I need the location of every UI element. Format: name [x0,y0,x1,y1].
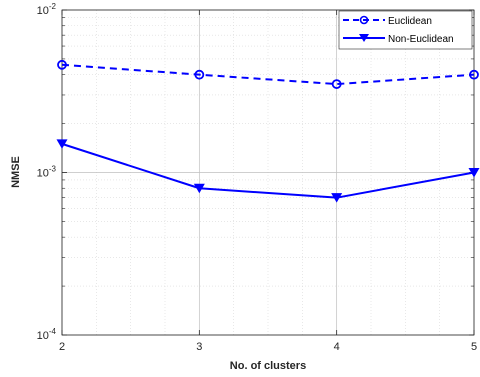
data-point-euclidean [469,69,479,80]
y-axis-label: NMSE [10,156,22,188]
y-tick-label: 10-3 [37,165,57,180]
data-point-non-euclidean [193,183,205,194]
x-tick-label: 3 [196,341,202,353]
legend-marker-non-euclidean [359,34,369,42]
legend: Euclidean Non-Euclidean [338,10,473,50]
y-tick-label: 10-4 [37,327,57,342]
data-point-euclidean [57,59,67,70]
series-layer [56,59,480,203]
x-tick-label: 2 [59,341,65,353]
y-tick-labels: 10-4 10-3 10-2 [37,2,57,342]
data-point-non-euclidean [331,193,343,203]
y-tick-label: 10-2 [37,2,57,17]
x-tick-labels: 2 3 4 5 [59,341,477,353]
x-axis-label: No. of clusters [230,360,306,372]
data-point-non-euclidean [56,139,68,149]
data-point-euclidean [194,69,205,80]
data-point-non-euclidean [468,168,480,178]
legend-marker-euclidean [359,15,369,25]
data-point-euclidean [331,79,342,89]
series-line-euclidean [61,63,475,86]
legend-label-non-euclidean: Non-Euclidean [388,34,454,45]
x-tick-label: 5 [471,341,477,353]
legend-label-euclidean: Euclidean [388,16,432,27]
x-tick-label: 4 [334,341,340,353]
series-line-non-euclidean [61,142,475,199]
